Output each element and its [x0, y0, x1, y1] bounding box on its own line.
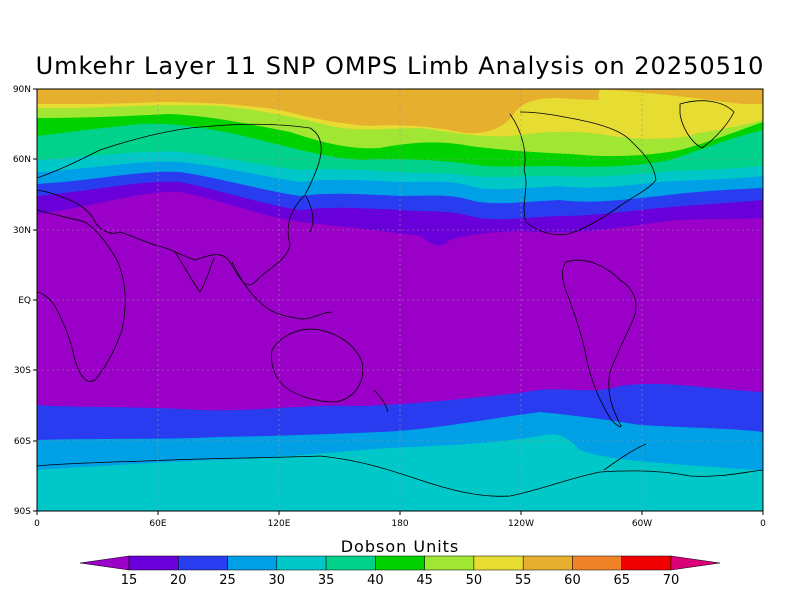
lon-label: 120E	[268, 519, 291, 529]
colorbar: 15 20 25 30 35 40 45 50 55 60 65 70	[79, 555, 721, 588]
lat-labels: 90N 60N 30N EQ 30S 60S 90S	[13, 85, 31, 517]
colorbar-segment	[473, 555, 524, 571]
colorbar-segment	[276, 555, 327, 571]
lat-label: 90S	[14, 507, 31, 517]
colorbar-arrow-high	[670, 555, 721, 571]
lon-label: 60W	[632, 519, 652, 529]
coastline-se-asia	[231, 261, 333, 320]
colorbar-segment	[572, 555, 622, 571]
colorbar-arrow-low	[79, 555, 130, 571]
lon-label: 180	[391, 519, 408, 529]
colorbar-tick-label: 45	[416, 573, 433, 588]
lat-label: 30N	[13, 226, 31, 236]
lat-label: EQ	[18, 296, 31, 306]
coastline-japan	[305, 195, 314, 233]
coastline-antarctica	[37, 455, 763, 497]
coastline-antarctic-peninsula	[603, 443, 647, 471]
colorbar-segment	[325, 555, 376, 571]
colorbar-segment	[178, 555, 228, 571]
coastline-eurasia	[37, 123, 322, 286]
colorbar-tick-label: 55	[515, 573, 532, 588]
coastline-africa	[37, 209, 126, 382]
lon-label: 120W	[508, 519, 534, 529]
colorbar-segment	[128, 555, 179, 571]
chart-title: Umkehr Layer 11 SNP OMPS Limb Analysis o…	[35, 52, 765, 80]
colorbar-tick-label: 40	[367, 573, 384, 588]
north-cap-55-60	[598, 89, 763, 135]
colorbar-tick-label: 65	[613, 573, 630, 588]
south-band-30-35	[37, 434, 763, 511]
lon-labels: 0 60E 120E 180 120W 60W 0	[34, 519, 766, 529]
coastline-new-zealand	[373, 389, 389, 413]
lat-label: 60S	[14, 437, 31, 447]
coastlines	[37, 100, 763, 497]
colorbar-tick-label: 30	[269, 573, 286, 588]
lon-label: 0	[34, 519, 40, 529]
colorbar-segment	[375, 555, 425, 571]
colorbar-tick-label: 35	[318, 573, 335, 588]
north-band-60-65	[37, 89, 763, 134]
grid-lines	[37, 89, 763, 511]
colorbar-segment	[522, 555, 573, 571]
colorbar-segment	[621, 555, 672, 571]
colorbar-tick-label: 15	[121, 573, 138, 588]
colorbar-tick-label: 70	[663, 573, 680, 588]
lon-label: 60E	[149, 519, 166, 529]
colorbar-segment	[424, 555, 475, 571]
colorbar-tick-label: 50	[466, 573, 483, 588]
coastline-south-america	[562, 259, 637, 428]
colorbar-title: Dobson Units	[340, 537, 460, 556]
coastline-india	[174, 251, 215, 293]
lon-label: 0	[760, 519, 766, 529]
axis-ticks	[33, 88, 764, 515]
colorbar-tick-label: 25	[219, 573, 236, 588]
colorbar-tick-label: 60	[564, 573, 581, 588]
lat-label: 30S	[14, 366, 31, 376]
colorbar-segment	[227, 555, 278, 571]
colorbar-tick-label: 20	[170, 573, 187, 588]
lat-label: 90N	[13, 85, 31, 95]
coastline-australia	[271, 328, 364, 403]
coastline-greenland	[679, 100, 735, 149]
coastline-north-america	[509, 111, 657, 236]
lat-label: 60N	[13, 155, 31, 165]
